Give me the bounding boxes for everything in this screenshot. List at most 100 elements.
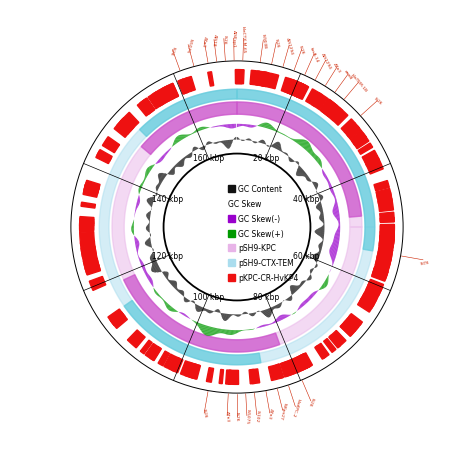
Polygon shape bbox=[138, 191, 140, 192]
Polygon shape bbox=[207, 327, 210, 336]
Polygon shape bbox=[166, 304, 169, 307]
Polygon shape bbox=[334, 239, 339, 240]
Polygon shape bbox=[266, 123, 268, 129]
Polygon shape bbox=[261, 141, 262, 144]
Polygon shape bbox=[321, 101, 336, 116]
Polygon shape bbox=[290, 289, 294, 294]
Polygon shape bbox=[315, 187, 318, 188]
Polygon shape bbox=[320, 237, 324, 238]
Polygon shape bbox=[201, 324, 204, 331]
Polygon shape bbox=[139, 99, 155, 115]
Polygon shape bbox=[284, 153, 285, 154]
Polygon shape bbox=[132, 225, 134, 226]
Polygon shape bbox=[290, 297, 292, 300]
Polygon shape bbox=[243, 313, 244, 314]
Polygon shape bbox=[168, 307, 172, 311]
Polygon shape bbox=[160, 86, 174, 102]
Polygon shape bbox=[80, 223, 94, 232]
Polygon shape bbox=[142, 183, 144, 184]
Polygon shape bbox=[278, 146, 281, 151]
Polygon shape bbox=[247, 139, 248, 141]
Polygon shape bbox=[146, 227, 150, 228]
Polygon shape bbox=[83, 256, 97, 262]
Polygon shape bbox=[304, 143, 310, 150]
Polygon shape bbox=[200, 324, 203, 330]
Polygon shape bbox=[148, 224, 150, 225]
Polygon shape bbox=[335, 216, 340, 217]
Polygon shape bbox=[192, 320, 193, 321]
Polygon shape bbox=[169, 307, 173, 311]
Polygon shape bbox=[80, 222, 94, 227]
Polygon shape bbox=[235, 330, 236, 334]
Polygon shape bbox=[250, 126, 252, 128]
Polygon shape bbox=[278, 317, 280, 321]
Polygon shape bbox=[150, 257, 155, 259]
Polygon shape bbox=[147, 168, 151, 171]
Polygon shape bbox=[309, 277, 311, 279]
Polygon shape bbox=[310, 152, 314, 156]
Polygon shape bbox=[296, 169, 302, 175]
Polygon shape bbox=[336, 232, 340, 233]
Polygon shape bbox=[215, 310, 217, 312]
Polygon shape bbox=[335, 203, 337, 205]
Polygon shape bbox=[307, 298, 310, 301]
Polygon shape bbox=[238, 330, 239, 332]
Polygon shape bbox=[330, 189, 333, 191]
Polygon shape bbox=[184, 315, 186, 317]
Polygon shape bbox=[323, 224, 324, 225]
Polygon shape bbox=[150, 167, 153, 169]
Polygon shape bbox=[303, 142, 309, 149]
Polygon shape bbox=[226, 314, 228, 321]
Polygon shape bbox=[302, 173, 306, 177]
Polygon shape bbox=[250, 140, 251, 142]
Polygon shape bbox=[243, 141, 244, 142]
Polygon shape bbox=[308, 278, 311, 280]
Polygon shape bbox=[211, 143, 212, 144]
Polygon shape bbox=[334, 238, 339, 240]
Text: IS26: IS26 bbox=[235, 411, 239, 421]
Polygon shape bbox=[325, 177, 327, 178]
Polygon shape bbox=[166, 152, 168, 154]
Polygon shape bbox=[296, 170, 303, 177]
Polygon shape bbox=[281, 134, 282, 135]
Polygon shape bbox=[327, 277, 328, 278]
Polygon shape bbox=[380, 232, 394, 240]
Polygon shape bbox=[150, 347, 161, 360]
Polygon shape bbox=[311, 153, 314, 157]
Polygon shape bbox=[178, 136, 182, 141]
Polygon shape bbox=[253, 142, 254, 143]
Polygon shape bbox=[164, 301, 165, 303]
Polygon shape bbox=[110, 312, 125, 326]
Polygon shape bbox=[195, 304, 197, 307]
Polygon shape bbox=[333, 241, 339, 243]
Polygon shape bbox=[310, 276, 312, 278]
Polygon shape bbox=[292, 139, 294, 141]
Polygon shape bbox=[134, 237, 136, 238]
Polygon shape bbox=[142, 267, 145, 269]
Text: IS26: IS26 bbox=[273, 38, 279, 48]
Polygon shape bbox=[323, 240, 324, 241]
Polygon shape bbox=[158, 351, 169, 366]
Polygon shape bbox=[152, 262, 157, 264]
Polygon shape bbox=[262, 73, 270, 88]
Polygon shape bbox=[164, 274, 169, 277]
Polygon shape bbox=[137, 204, 139, 206]
Polygon shape bbox=[151, 265, 158, 268]
Polygon shape bbox=[312, 94, 328, 111]
Polygon shape bbox=[147, 202, 153, 204]
Polygon shape bbox=[208, 72, 214, 87]
Polygon shape bbox=[271, 308, 273, 312]
Text: ΔTn3: ΔTn3 bbox=[201, 36, 207, 48]
Polygon shape bbox=[331, 257, 336, 259]
Polygon shape bbox=[138, 197, 140, 198]
Polygon shape bbox=[159, 182, 162, 184]
Polygon shape bbox=[173, 284, 177, 288]
Polygon shape bbox=[193, 148, 195, 151]
Polygon shape bbox=[185, 135, 187, 138]
Polygon shape bbox=[217, 142, 218, 144]
Polygon shape bbox=[155, 196, 156, 197]
Polygon shape bbox=[180, 290, 182, 294]
Polygon shape bbox=[163, 300, 164, 302]
Polygon shape bbox=[167, 278, 168, 280]
Polygon shape bbox=[176, 164, 179, 167]
